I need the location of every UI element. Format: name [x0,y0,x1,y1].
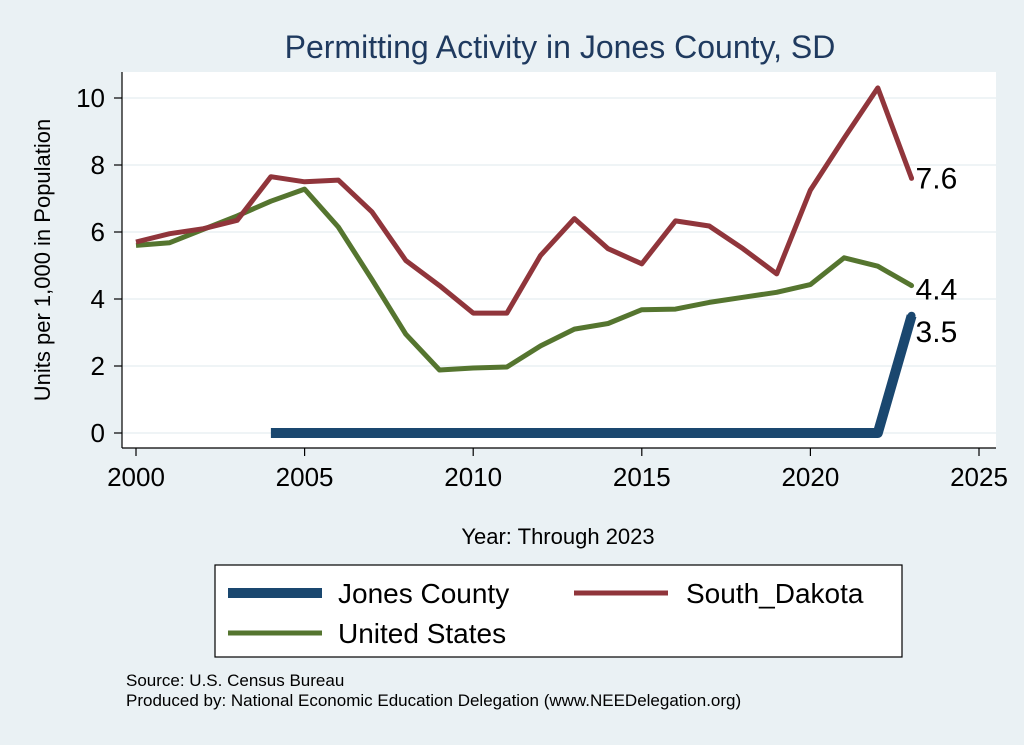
legend-box [214,564,903,658]
y-tick-label: 10 [76,83,105,113]
series-end-marker [907,311,916,320]
axes [121,72,996,449]
end-label-south-dakota: 7.6 [916,162,958,195]
end-label-united-states: 4.4 [916,274,958,307]
y-tick-label: 0 [91,418,105,448]
x-tick-label: 2025 [950,462,1008,492]
y-tick-label: 4 [91,284,105,314]
series-end-marker [909,175,915,181]
legend-label-united-states: United States [338,618,506,649]
ticks: 0 2 4 6 8 10 2000 2005 2010 2015 2020 2025 [76,83,1008,492]
end-labels: 3.5 7.6 4.4 [916,162,958,348]
end-label-jones-county: 3.5 [916,316,958,349]
y-tick-label: 2 [91,351,105,381]
x-axis-label: Year: Through 2023 [461,524,654,549]
source-note: Source: U.S. Census Bureau [126,671,345,690]
x-tick-label: 2020 [781,462,839,492]
chart-title: Permitting Activity in Jones County, SD [285,29,836,65]
x-tick-label: 2000 [107,462,165,492]
y-tick-label: 6 [91,217,105,247]
produced-by-note: Produced by: National Economic Education… [126,691,742,710]
x-tick-label: 2005 [276,462,334,492]
series-lines [135,85,917,438]
legend-label-jones-county: Jones County [338,578,509,609]
y-tick-label: 8 [91,150,105,180]
x-tick-label: 2015 [613,462,671,492]
legend: Jones County South_Dakota United States [214,564,903,658]
x-tick-label: 2010 [444,462,502,492]
plot-area [122,72,996,448]
series-line-south-dakota [135,85,914,316]
series-end-marker [909,283,915,289]
series-line-jones-county [270,314,917,438]
legend-label-south-dakota: South_Dakota [686,578,864,609]
series-line-united-states [135,186,913,373]
y-axis-label: Units per 1,000 in Population [30,119,55,402]
